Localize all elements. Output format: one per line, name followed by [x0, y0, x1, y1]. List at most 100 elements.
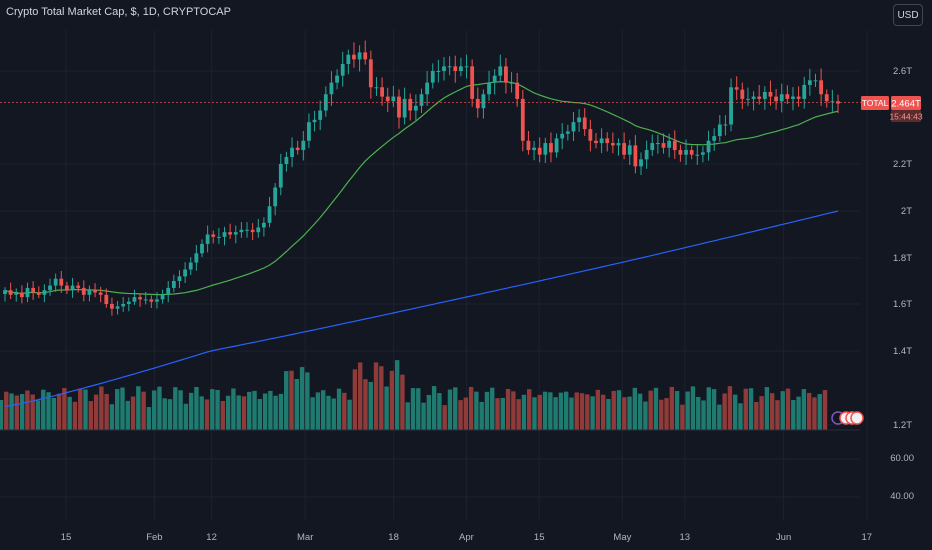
flag-icon[interactable]: [850, 411, 864, 425]
volume-bar: [643, 401, 648, 430]
price-tick-label: 1.4T: [893, 346, 912, 357]
candle: [256, 218, 261, 238]
volume-bar: [120, 387, 125, 430]
candle: [93, 283, 97, 298]
volume-bar: [183, 403, 189, 430]
volume-bar: [558, 392, 564, 430]
volume-bar: [336, 388, 342, 430]
volume-bar: [563, 391, 569, 430]
time-tick-label: 18: [388, 532, 399, 543]
candle: [205, 225, 210, 253]
chart-title: Crypto Total Market Cap, $, 1D, CRYPTOCA…: [6, 6, 231, 18]
volume-bar: [109, 404, 115, 430]
candle: [211, 230, 216, 244]
volume-bar: [315, 392, 321, 430]
price-axis: 2.6T 2.2T 2T 1.8T 1.6T 1.4T 1.2T: [893, 66, 912, 431]
time-tick-label: 17: [862, 532, 873, 543]
lower-tick-label: 40.00: [890, 491, 914, 502]
volume-bar: [400, 374, 405, 430]
candle: [577, 109, 581, 132]
candle: [3, 287, 7, 302]
volume-bar: [511, 391, 516, 430]
candle: [48, 278, 52, 296]
candle: [245, 222, 249, 238]
volume-bar: [442, 405, 447, 430]
currency-selector[interactable]: USD: [893, 4, 923, 26]
candle: [655, 134, 660, 154]
volume-bar: [141, 391, 146, 430]
candle: [59, 271, 64, 293]
candle: [537, 137, 542, 163]
candle: [836, 94, 840, 114]
volume-bar: [25, 390, 30, 430]
volume-bar: [268, 390, 273, 430]
candle: [42, 284, 47, 303]
candle: [216, 228, 221, 244]
candle: [526, 131, 531, 155]
candle: [183, 262, 188, 284]
candle: [639, 152, 643, 175]
ma-short-path: [4, 80, 839, 296]
candle: [273, 183, 278, 216]
volume-bar: [416, 388, 421, 430]
volume-bar: [394, 360, 400, 430]
volume-bar: [151, 390, 157, 430]
volume-bar: [210, 389, 215, 430]
volume-bar: [72, 401, 78, 430]
candle: [458, 57, 463, 77]
candle: [560, 123, 565, 150]
price-tick-label: 1.8T: [893, 253, 912, 264]
candle: [689, 145, 694, 160]
volume-bar: [405, 402, 410, 430]
volume-bar: [173, 387, 178, 430]
time-tick-label: Feb: [146, 532, 162, 543]
volume-bar: [9, 393, 14, 430]
candle: [312, 110, 317, 132]
candle: [779, 83, 784, 113]
volume-bar: [706, 387, 711, 430]
ma-short-line: [4, 80, 839, 296]
volume-bar: [93, 394, 99, 430]
volume-bar: [299, 367, 305, 430]
candle: [368, 50, 373, 99]
candle: [734, 76, 739, 100]
volume-bar: [759, 396, 764, 430]
volume-bar: [743, 388, 748, 430]
volume-bar: [188, 392, 194, 430]
volume-bar: [627, 396, 632, 430]
volume-bar: [35, 400, 41, 430]
badge-countdown: 15:44:43: [889, 112, 922, 122]
candle: [357, 45, 362, 72]
candle: [340, 51, 345, 87]
price-tick-label: 2.2T: [893, 159, 912, 170]
badge-value: 2.464T: [891, 99, 921, 110]
candle: [284, 151, 289, 172]
volume-bar: [479, 401, 484, 430]
volume-bar: [463, 397, 469, 430]
volume-bar: [701, 400, 706, 430]
volume-bar: [421, 402, 426, 430]
candle: [31, 281, 36, 300]
volume-bar: [321, 390, 326, 430]
candle: [19, 285, 24, 304]
volume-bar: [801, 389, 807, 430]
volume-bar: [162, 398, 167, 430]
candle: [98, 286, 103, 303]
candle: [723, 115, 728, 136]
candle: [177, 270, 182, 289]
time-tick-label: 15: [61, 532, 72, 543]
time-axis: 15 Feb 12 Mar 18 Apr 15 May 13 Jun 17: [61, 532, 872, 543]
volume-bar: [579, 393, 585, 430]
volume-bar: [542, 391, 548, 430]
volume-bar: [373, 362, 379, 430]
candle: [774, 89, 778, 110]
badge-label: TOTAL: [862, 98, 889, 108]
volume-bar: [680, 404, 685, 430]
volume-bar: [310, 397, 315, 430]
volume-bar: [326, 395, 331, 430]
candle: [329, 71, 334, 106]
candle: [121, 297, 126, 312]
volume-bar: [437, 393, 442, 430]
volume-bar: [220, 400, 226, 430]
